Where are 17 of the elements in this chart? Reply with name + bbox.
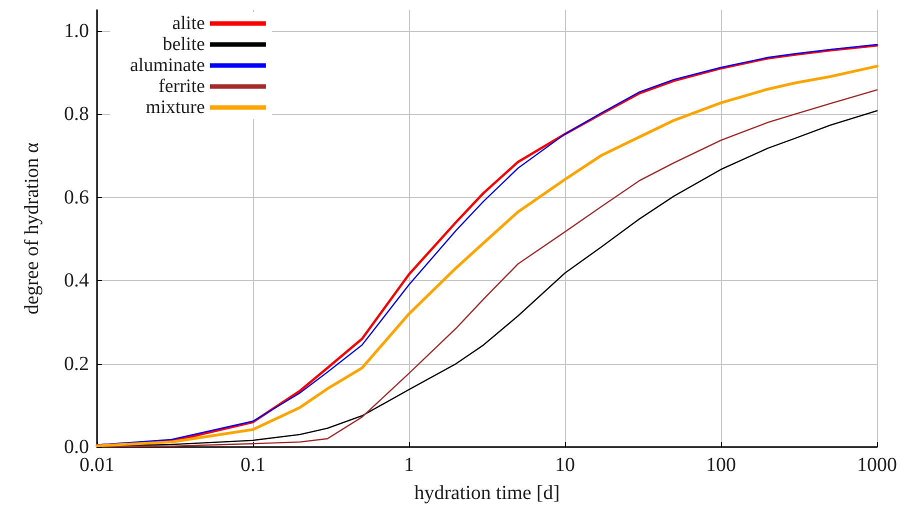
y-tick-label: 0.8 — [64, 103, 89, 126]
legend-label: ferrite — [158, 76, 205, 97]
x-tick-label: 0.1 — [240, 454, 266, 476]
x-tick-label: 1000 — [857, 454, 897, 476]
legend-label: aluminate — [130, 55, 205, 76]
legend-label: mixture — [146, 97, 205, 118]
x-tick-label: 10 — [555, 454, 575, 476]
y-tick-label: 0.6 — [64, 186, 89, 208]
x-tick-label: 100 — [706, 454, 736, 476]
x-axis-title: hydration time [d] — [414, 482, 560, 504]
legend-label: alite — [172, 13, 205, 34]
y-tick-label: 1.0 — [64, 20, 89, 42]
y-tick-label: 0.4 — [64, 270, 89, 292]
legend-label: belite — [162, 34, 205, 55]
y-axis-title: degree of hydration α — [21, 142, 43, 315]
x-tick-label: 1 — [404, 454, 414, 476]
y-tick-label: 0.2 — [64, 352, 89, 375]
